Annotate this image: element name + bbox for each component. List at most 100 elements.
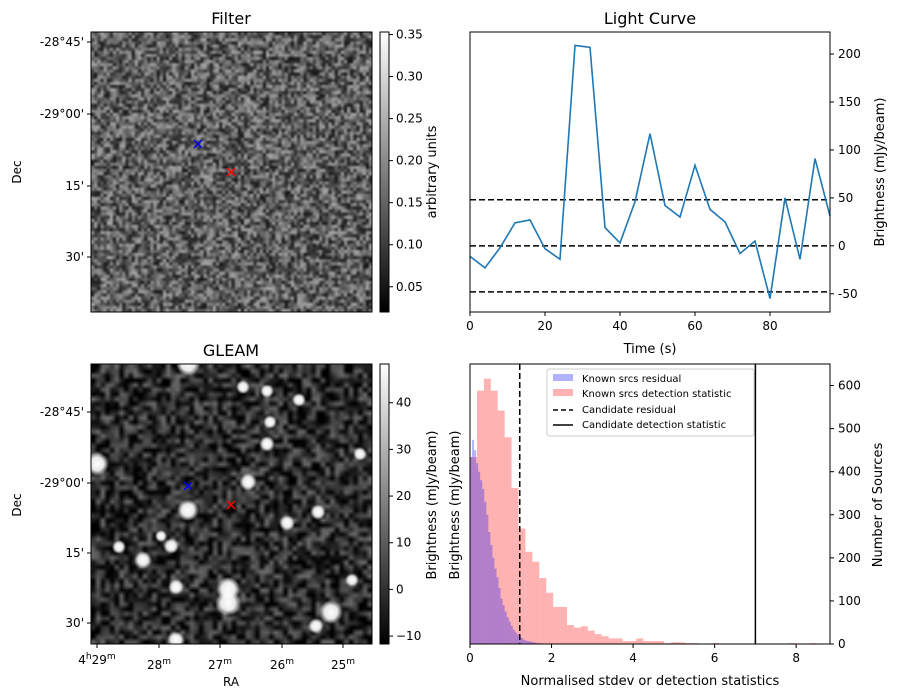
filter-ytick-label: 30' <box>65 250 84 264</box>
gleam-colorbar-frame <box>379 363 390 645</box>
lightcurve-xlabel: Time (s) <box>623 342 677 357</box>
lightcurve-xtick-label: 80 <box>762 319 777 333</box>
filter-colorbar <box>380 32 389 312</box>
hist-ylabel-left: Brightness (mJy/beam) <box>448 431 463 580</box>
candidate-marker <box>226 500 236 510</box>
hist-bar <box>567 625 574 644</box>
hist-bar <box>497 410 505 644</box>
gleam-xtick-label: 27m <box>208 657 232 672</box>
hist-xlabel: Normalised stdev or detection statistics <box>521 674 780 689</box>
hist-bar <box>470 457 477 644</box>
hist-ytick-label: 0 <box>838 637 846 651</box>
known-source-marker <box>183 481 193 491</box>
hist-bar <box>500 598 503 644</box>
hist-bar <box>482 488 485 644</box>
hist-bar <box>643 640 651 644</box>
hist-bar <box>472 439 475 644</box>
gleam-colorbar <box>380 364 389 644</box>
xtick-part: m <box>346 657 355 667</box>
hist-bar <box>474 450 477 644</box>
hist-bar <box>622 640 630 644</box>
hist-bar <box>496 577 499 644</box>
lightcurve-ytick-label: 0 <box>838 239 846 253</box>
hist-ytick-label: 300 <box>838 508 861 522</box>
filter-frame <box>90 31 373 313</box>
hist-bar <box>525 640 528 644</box>
hist-bar <box>615 638 623 644</box>
lightcurve-ylabel: Brightness (mJy/beam) <box>873 98 888 247</box>
legend-swatch-detection <box>553 389 573 396</box>
hist-bar <box>553 606 561 644</box>
hist-bar <box>518 528 526 644</box>
hist-bar <box>494 568 497 644</box>
gleam-xlabel: RA <box>223 675 240 689</box>
hist-bar <box>677 642 685 644</box>
hist-bar <box>532 561 540 644</box>
xtick-part: 26 <box>270 658 285 672</box>
filter-ytick-label: -28°45' <box>40 35 84 49</box>
gleam-xtick-label: 4h29m <box>78 652 115 667</box>
gleam-colorbar-tick-label: 10 <box>396 536 411 550</box>
filter-colorbar-tick-label: 0.20 <box>396 154 423 168</box>
gleam-ytick-label: -29°00' <box>40 476 84 490</box>
gleam-xtick-label: 25m <box>331 657 355 672</box>
hist-bar <box>580 626 588 644</box>
xtick-part: 29 <box>92 653 107 667</box>
hist-bar <box>504 611 507 644</box>
gleam-xtick-label: 28m <box>147 657 171 672</box>
filter-colorbar-frame <box>379 31 390 313</box>
hist-legend: Known srcs residual Known srcs detection… <box>546 368 755 437</box>
hist-bar <box>492 557 495 644</box>
hist-bar <box>539 578 547 644</box>
hist-bar <box>516 634 519 644</box>
filter-colorbar-tick-label: 0.25 <box>396 112 423 126</box>
hist-bar <box>504 437 512 644</box>
filter-colorbar-tick-label: 0.10 <box>396 238 423 252</box>
hist-bar <box>670 642 678 644</box>
xtick-part: 28 <box>147 658 162 672</box>
legend-label-detection: Known srcs detection statistic <box>582 389 731 400</box>
legend-label-candidate-residual: Candidate residual <box>582 405 676 416</box>
hist-bar <box>601 636 609 644</box>
gleam-colorbar-tick-label: 30 <box>396 442 411 456</box>
filter-ytick-label: -29°00' <box>40 107 84 121</box>
lightcurve-xtick-label: 40 <box>612 319 627 333</box>
hist-bar <box>506 617 509 644</box>
hist-ytick-label: 200 <box>838 551 861 565</box>
lightcurve-frame <box>469 31 831 313</box>
xtick-part: h <box>86 652 92 662</box>
xtick-part: 25 <box>331 658 346 672</box>
legend-swatch-residual <box>553 374 573 381</box>
hist-xtick-label: 2 <box>548 651 556 665</box>
hist-bar <box>478 471 481 644</box>
filter-ylabel: Dec <box>10 160 24 183</box>
xtick-part: m <box>162 657 171 667</box>
hist-bar <box>488 532 491 644</box>
hist-bar <box>490 390 498 644</box>
lightcurve-ytick-label: 150 <box>838 95 861 109</box>
lightcurve-title: Light Curve <box>604 9 696 28</box>
hist-bar <box>514 632 517 644</box>
gleam-ytick-label: -28°45' <box>40 405 84 419</box>
hist-bar <box>490 544 493 644</box>
xtick-part: m <box>223 657 232 667</box>
lightcurve-ytick-label: 100 <box>838 143 861 157</box>
gleam-ytick-label: 15' <box>65 546 84 560</box>
hist-ytick-label: 400 <box>838 465 861 479</box>
xtick-part: m <box>285 657 294 667</box>
light-curve-line <box>469 44 831 299</box>
hist-bar <box>486 514 489 644</box>
candidate-marker <box>226 167 236 177</box>
hist-bar <box>520 637 524 644</box>
filter-ytick-label: 15' <box>65 179 84 193</box>
legend-label-candidate-detection: Candidate detection statistic <box>582 420 726 431</box>
gleam-ylabel: Dec <box>10 493 24 516</box>
xtick-part: 27 <box>208 658 223 672</box>
gleam-title: GLEAM <box>203 341 259 360</box>
hist-bar <box>511 488 519 644</box>
filter-colorbar-tick-label: 0.30 <box>396 70 423 84</box>
filter-colorbar-tick-label: 0.35 <box>396 28 423 42</box>
hist-bar <box>587 630 595 644</box>
